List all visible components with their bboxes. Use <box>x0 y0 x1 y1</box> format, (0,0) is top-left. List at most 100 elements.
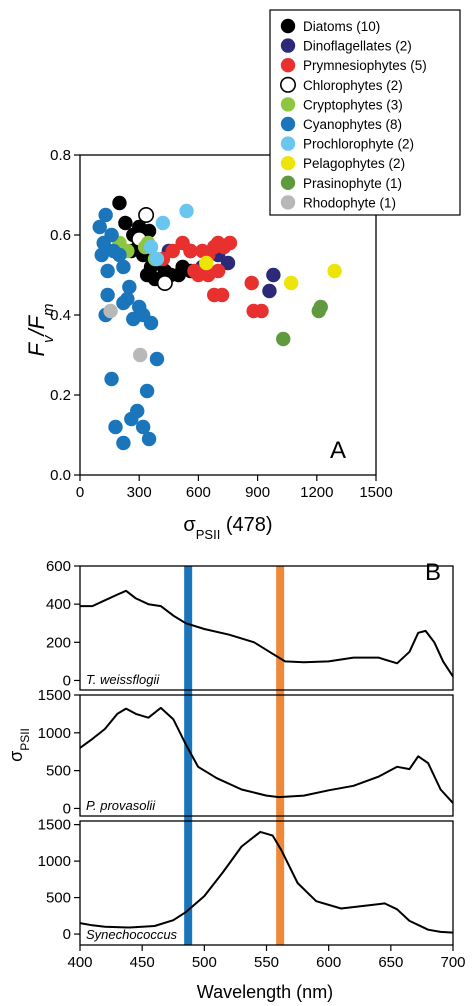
x-tick-label: 600 <box>316 954 341 971</box>
panel-a-axes-ticks: 0 300 600 900 1200 1500 0.0 0.2 0.4 0.6 0.8 <box>50 147 393 501</box>
data-point <box>214 287 230 303</box>
y-tick-label: 1500 <box>38 817 71 834</box>
data-point <box>118 215 133 231</box>
spectrum-line <box>79 706 454 804</box>
y-tick-label: 0 <box>63 672 71 689</box>
x-tick-label: 1200 <box>300 484 333 501</box>
data-point <box>183 243 198 259</box>
x-tick-label: 450 <box>130 954 155 971</box>
panel-b-x-ticks: 400 450 500 550 600 650 700 <box>67 945 466 971</box>
data-point <box>103 303 118 319</box>
y-tick-label: 0 <box>63 926 71 943</box>
panel-b-subpanels: 0 200 400 600 T. weissflogii 0 500 1000 1500 P. p… <box>38 558 454 946</box>
legend-marker <box>280 57 296 73</box>
panel-a-ylabel: Fv/Fm <box>24 303 57 356</box>
data-point <box>124 411 139 427</box>
x-tick-label: 500 <box>192 954 217 971</box>
data-point <box>92 219 107 235</box>
data-point <box>283 275 299 291</box>
data-point <box>108 419 123 435</box>
data-point <box>222 235 238 251</box>
data-point <box>94 247 109 263</box>
data-point <box>112 247 127 263</box>
y-tick-label: 500 <box>46 763 71 780</box>
data-point <box>165 243 180 259</box>
legend-label: Dinoflagellates (2) <box>303 39 412 54</box>
legend-label: Prymnesiophytes (5) <box>303 58 427 73</box>
y-tick-label: 1000 <box>38 725 71 742</box>
data-point <box>139 383 155 399</box>
y-tick-label: 600 <box>46 558 71 575</box>
panel-a-legend: Diatoms (10) Dinoflagellates (2) Prymnesio… <box>269 9 461 216</box>
panel-b: 0 200 400 600 T. weissflogii 0 500 1000 1500 P. p… <box>6 558 466 1002</box>
data-point <box>116 295 131 311</box>
data-point <box>220 255 236 271</box>
x-tick-label: 400 <box>67 954 92 971</box>
y-tick-label: 0.0 <box>50 467 71 484</box>
legend-marker <box>280 97 296 112</box>
data-point <box>149 351 165 367</box>
data-point <box>116 435 131 451</box>
data-point <box>143 239 159 255</box>
data-point <box>266 267 281 283</box>
legend-marker <box>280 175 296 190</box>
legend-label: Prochlorophyte (2) <box>303 137 414 152</box>
data-point <box>112 195 127 211</box>
data-point <box>155 215 171 231</box>
data-point <box>313 299 328 315</box>
data-point <box>141 431 157 447</box>
data-point <box>116 259 131 275</box>
y-tick-label: 200 <box>46 634 71 651</box>
data-point <box>327 263 342 279</box>
panel-b-label: B <box>425 559 441 586</box>
data-point <box>254 303 269 319</box>
y-tick-label: 0.4 <box>50 307 71 324</box>
panel-b-ylabel: σPSII <box>6 728 32 762</box>
data-point <box>135 419 151 435</box>
legend-marker <box>280 156 296 171</box>
legend-label: Diatoms (10) <box>303 19 380 34</box>
subpanel-species-label: Synechococcus <box>86 927 178 942</box>
subpanel: 0 500 1000 1500 Synechococcus <box>38 817 454 946</box>
wavelength-band <box>276 566 285 945</box>
subpanel-frame <box>79 694 454 817</box>
spectrum-line <box>79 830 454 934</box>
y-tick-label: 1500 <box>38 687 71 704</box>
x-tick-label: 650 <box>378 954 403 971</box>
x-tick-label: 1500 <box>359 484 392 501</box>
subpanel: 0 500 1000 1500 P. provasolii <box>38 687 454 817</box>
x-tick-label: 700 <box>440 954 465 971</box>
data-point <box>143 315 159 331</box>
data-point <box>132 347 148 363</box>
panel-a-label: A <box>330 437 346 464</box>
data-point <box>98 207 113 223</box>
subpanel-frame <box>79 565 454 691</box>
legend-marker <box>280 136 296 151</box>
data-point <box>244 275 259 291</box>
x-tick-label: 900 <box>245 484 270 501</box>
panel-b-xlabel: Wavelength (nm) <box>197 982 333 1002</box>
legend-entries: Diatoms (10) Dinoflagellates (2) Prymnesio… <box>279 18 427 210</box>
data-point <box>100 263 115 279</box>
legend-marker <box>280 195 296 210</box>
data-point <box>104 371 119 387</box>
legend-label: Pelagophytes (2) <box>303 156 405 171</box>
y-tick-label: 500 <box>46 890 71 907</box>
legend-label: Cyanophytes (8) <box>303 117 402 132</box>
data-point <box>191 267 206 283</box>
x-tick-label: 300 <box>127 484 152 501</box>
subpanel-species-label: P. provasolii <box>86 798 156 813</box>
data-point <box>132 299 147 315</box>
legend-marker <box>280 38 296 53</box>
panel-a-points <box>92 195 342 451</box>
y-tick-label: 0.2 <box>50 387 71 404</box>
legend-marker <box>279 76 296 93</box>
data-point <box>276 331 291 347</box>
wavelength-band <box>184 566 193 945</box>
data-point <box>149 251 165 267</box>
spectrum-line <box>80 589 454 678</box>
subpanel-species-label: T. weissflogii <box>86 672 160 687</box>
data-point <box>122 279 137 295</box>
